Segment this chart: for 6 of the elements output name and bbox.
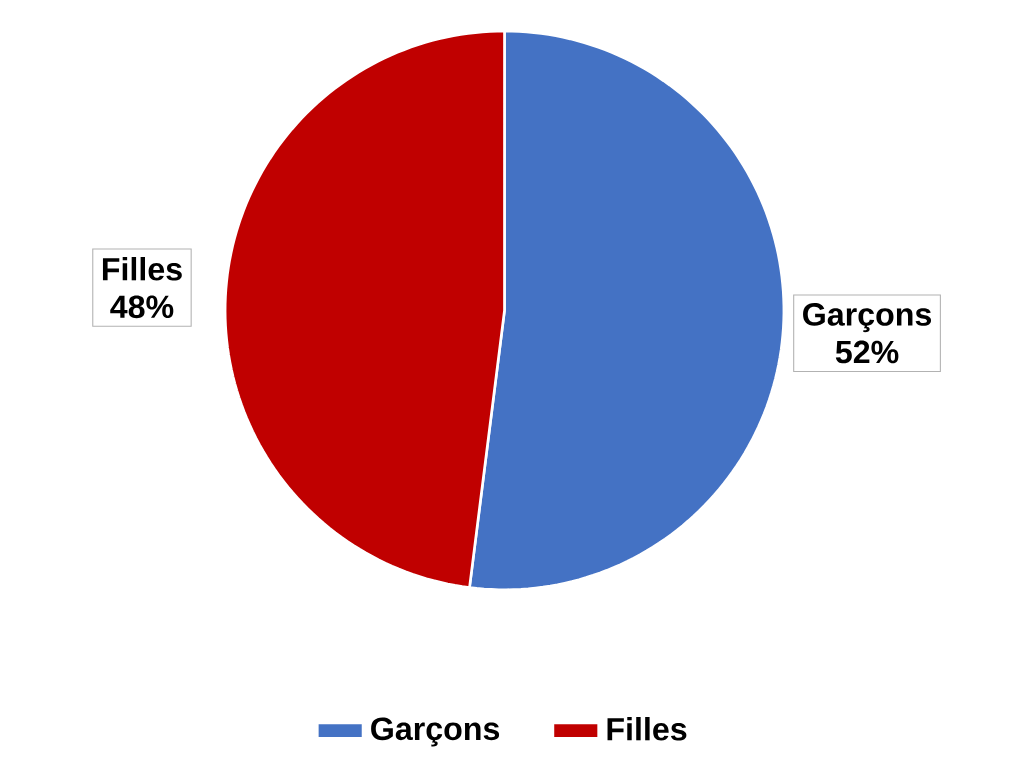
slice-label: Garçons xyxy=(803,302,932,333)
data-label: 48% xyxy=(110,295,174,319)
data-label: 52% xyxy=(835,340,899,364)
legend-label: Filles xyxy=(607,716,687,741)
legend-label: Garçons xyxy=(371,717,500,747)
slice-label: Filles xyxy=(102,256,182,281)
